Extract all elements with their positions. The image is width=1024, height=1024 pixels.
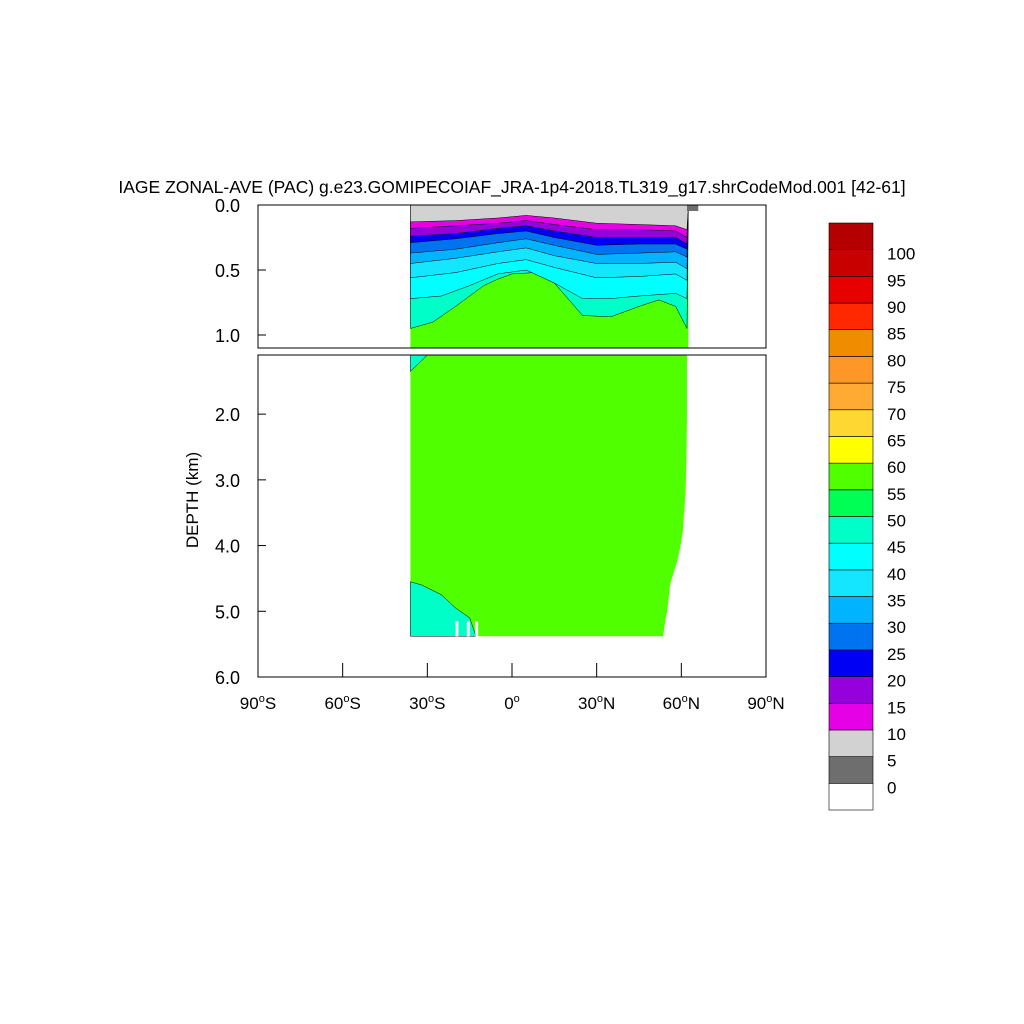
colorbar-label: 80	[887, 351, 906, 370]
colorbar-label: 20	[887, 672, 906, 691]
colorbar-label: 70	[887, 405, 906, 424]
y-axis-label: DEPTH (km)	[183, 452, 202, 548]
colorbar-swatch-7	[828, 596, 874, 624]
band-50-55-lower	[410, 355, 687, 637]
upper-fill	[410, 205, 699, 348]
colorbar-swatch-3	[828, 702, 874, 731]
y-tick-label-lower: 6.0	[215, 668, 240, 688]
colorbar-swatch-10	[828, 516, 874, 544]
colorbar-swatch-2	[828, 729, 874, 757]
y-tick-label-lower: 3.0	[215, 471, 240, 491]
band-45-lower-north	[410, 355, 428, 373]
colorbar-legend: 0 5 10 15 20 25 30 35 40 45 50 55 60 65 70 75 80 85 90 95 10…	[828, 222, 915, 811]
colorbar-label: 30	[887, 618, 906, 637]
colorbar-label: 95	[887, 271, 906, 290]
seamount-gap-2	[466, 621, 470, 637]
colorbar-swatch-14	[828, 409, 874, 437]
colorbar-label: 55	[887, 485, 906, 504]
colorbar-label: 90	[887, 298, 906, 317]
colorbar-swatch-18	[828, 302, 874, 331]
x-tick-label: 0o	[504, 693, 520, 713]
colorbar-label: 10	[887, 725, 906, 744]
x-tick-label: 90oN	[747, 693, 784, 713]
x-tick-label: 60oN	[663, 693, 700, 713]
y-tick-label-lower: 2.0	[215, 405, 240, 425]
colorbar-label: 0	[887, 778, 896, 797]
y-tick-label-upper: 0.5	[215, 261, 240, 281]
colorbar-swatch-12	[828, 462, 874, 491]
colorbar-label: 35	[887, 592, 906, 611]
upper-depth-panel	[257, 204, 767, 349]
colorbar-label: 15	[887, 698, 906, 717]
colorbar-swatch-8	[828, 569, 874, 597]
upper-panel-frame	[257, 204, 767, 349]
colorbar-swatch-5	[828, 649, 874, 677]
colorbar-label: 85	[887, 325, 906, 344]
colorbar-swatch-19	[828, 276, 874, 304]
colorbar-label: 5	[887, 752, 896, 771]
colorbar-swatch-15	[828, 382, 874, 411]
band-5-upper	[410, 205, 689, 231]
seamount-gap-1	[455, 621, 459, 637]
colorbar-label: 75	[887, 378, 906, 397]
colorbar-label: 45	[887, 538, 906, 557]
colorbar-swatch-9	[828, 542, 874, 571]
band-0-east-cap	[686, 205, 699, 211]
colorbar-swatch-13	[828, 436, 874, 464]
y-tick-label-lower: 4.0	[215, 537, 240, 557]
colorbar-label: 40	[887, 565, 906, 584]
colorbar-swatch-20	[828, 249, 874, 277]
colorbar-label: 25	[887, 645, 906, 664]
colorbar-label: 65	[887, 431, 906, 450]
x-tick-label: 30oS	[409, 693, 445, 713]
seamount-gap-3	[475, 621, 479, 637]
colorbar-swatch-4	[828, 676, 874, 704]
colorbar-swatch-0	[828, 783, 874, 811]
colorbar-swatch-11	[828, 489, 874, 517]
colorbar-swatch-17	[828, 329, 874, 357]
colorbar-swatch-6	[828, 622, 874, 651]
chart-title: IAGE ZONAL-AVE (PAC) g.e23.GOMIPECOIAF_J…	[118, 177, 905, 198]
lower-depth-panel	[257, 354, 767, 678]
colorbar-label: 60	[887, 458, 906, 477]
colorbar-label: 100	[887, 245, 915, 264]
x-tick-label: 90oS	[240, 693, 276, 713]
colorbar-swatch-1	[828, 756, 874, 784]
band-45-lower-south	[410, 581, 476, 637]
colorbar-swatch-21	[828, 222, 874, 250]
y-tick-label-lower: 5.0	[215, 602, 240, 622]
x-tick-label: 30oN	[578, 693, 615, 713]
colorbar-label: 50	[887, 512, 906, 531]
colorbar-swatch-16	[828, 356, 874, 384]
y-tick-label-upper: 0.0	[215, 196, 240, 216]
y-tick-label-upper: 1.0	[215, 326, 240, 346]
lower-fill	[410, 355, 687, 637]
x-tick-label: 60oS	[324, 693, 360, 713]
